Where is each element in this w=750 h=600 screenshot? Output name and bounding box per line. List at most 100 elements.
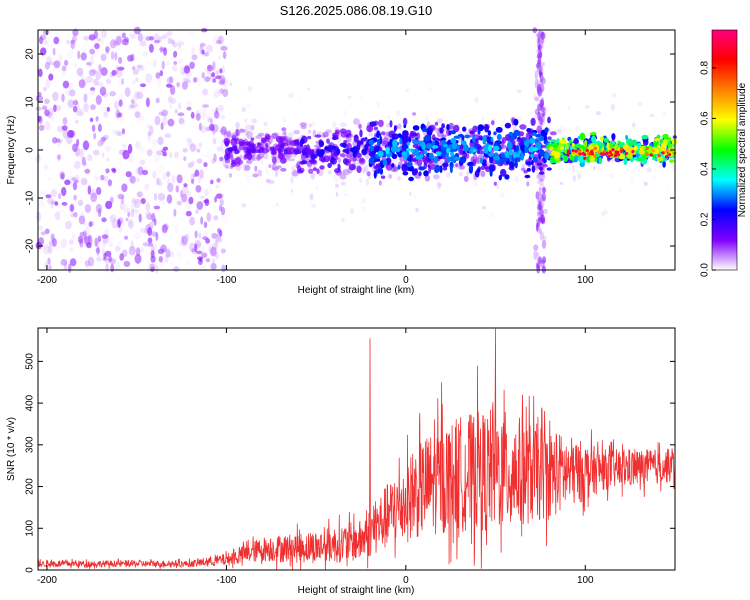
spectrogram-cell (536, 222, 539, 232)
spectrogram-cell (87, 185, 92, 195)
spectrogram-cell (139, 115, 144, 122)
spectrogram-cell (254, 165, 258, 172)
spectrogram-cell (429, 152, 434, 160)
spectrogram-cell (121, 38, 129, 46)
spectrogram-cell (176, 174, 183, 184)
spectrogram-cell (73, 62, 78, 68)
spectrogram-cell (194, 169, 200, 177)
spectrogram-cell (203, 162, 208, 168)
spectrogram-cell (100, 53, 107, 62)
spectrogram-cell (86, 61, 92, 66)
spectrogram-cell (239, 141, 245, 147)
spectrogram-cell (509, 160, 515, 169)
spectrogram-cell (160, 122, 164, 130)
colorbar-tick-label: 0.0 (700, 263, 711, 277)
spectrogram-cell (169, 261, 175, 267)
spectrogram-cell (218, 55, 223, 60)
spectrogram-cell (345, 137, 352, 143)
spectrogram-cell (268, 180, 275, 184)
spectrogram-cell (212, 137, 217, 145)
spectrogram-cell (212, 61, 216, 71)
x-tick-label: -100 (216, 575, 236, 586)
spectrogram-cell (50, 116, 55, 122)
spectrogram-cell (264, 167, 269, 172)
spectrogram-cell (315, 185, 319, 192)
spectrogram-cell (391, 163, 395, 168)
spectrogram-cell (392, 166, 399, 172)
spectrogram-cell (208, 223, 214, 231)
spectrogram-cell (215, 70, 220, 75)
spectrogram-cell (535, 251, 540, 257)
spectrogram-cell (61, 65, 67, 72)
spectrogram-cell (173, 266, 180, 273)
spectrogram-cell (109, 91, 116, 97)
spectrogram-cell (216, 146, 223, 152)
spectrogram-cell (394, 146, 401, 153)
spectrogram-cell (572, 151, 576, 155)
spectrogram-cell (219, 229, 223, 237)
spectrogram-cell (197, 256, 203, 261)
spectrogram-cell (362, 167, 366, 174)
spectrogram-cell (662, 133, 669, 139)
spectrogram-cell (81, 156, 86, 166)
spectrogram-cell (573, 137, 579, 146)
spectrogram-cell (386, 123, 391, 128)
spectrogram-cell (97, 208, 102, 217)
spectrogram-cell (628, 143, 633, 148)
spectrogram-cell (96, 82, 104, 87)
spectrogram-cell (493, 131, 497, 136)
spectrogram-cell (343, 109, 348, 115)
spectrogram-cell (136, 191, 143, 198)
spectrogram-cell (44, 164, 48, 172)
spectrogram-cell (161, 60, 165, 70)
spectrogram-cell (535, 191, 540, 200)
x-tick-label: -200 (37, 575, 57, 586)
spectrogram-cell (433, 156, 438, 164)
spectrogram-cell (431, 145, 439, 149)
spectrogram-cell (146, 213, 153, 220)
spectrogram-cell (508, 131, 514, 137)
spectrogram-cell (436, 182, 442, 188)
spectrogram-cell (281, 127, 287, 132)
spectrogram-cell (542, 163, 548, 168)
spectrogram-cell (501, 136, 506, 144)
spectrogram-cell (476, 168, 481, 173)
spectrogram-cell (250, 137, 255, 141)
spectrogram-cell (128, 155, 134, 163)
spectrogram-cell (90, 55, 94, 66)
spectrogram-cell (221, 148, 226, 155)
spectrogram-cell (603, 209, 608, 215)
spectrogram-cell (192, 77, 198, 83)
spectrogram-cell (222, 88, 229, 98)
spectrogram-cell (220, 115, 226, 120)
spectrogram-cell (443, 143, 448, 148)
spectrogram-cell (449, 165, 453, 174)
spectrogram-cell (441, 123, 445, 129)
spectrogram-cell (482, 162, 488, 167)
spectrogram-cell (100, 67, 108, 76)
spectrogram-cell (536, 162, 543, 166)
colorbar-tick-label: 0.4 (700, 162, 711, 176)
spectrogram-cell (450, 151, 455, 157)
spectrogram-cell (629, 176, 635, 182)
spectrogram-cell (147, 81, 152, 86)
spectrogram-cell (254, 118, 258, 124)
spectrogram-cell (288, 132, 294, 138)
spectrogram-cell (185, 260, 190, 265)
y-tick-label: -10 (25, 190, 36, 205)
spectrogram-cell (392, 158, 398, 164)
spectrogram-cell (205, 238, 211, 244)
spectrogram-cell (458, 165, 466, 170)
spectrogram-cell (182, 77, 190, 82)
spectrogram-cell (201, 49, 205, 55)
spectrogram-cell (536, 180, 540, 185)
spectrogram-cell (538, 216, 544, 222)
spectrogram-cell (572, 161, 575, 165)
spectrogram-cell (263, 153, 269, 160)
spectrogram-cell (69, 169, 73, 178)
spectrogram-cell (589, 132, 597, 136)
spectrogram-cell (176, 251, 182, 259)
spectrogram-cell (162, 172, 167, 181)
spectrogram-cell (38, 200, 46, 208)
spectrogram-cell (48, 73, 54, 81)
